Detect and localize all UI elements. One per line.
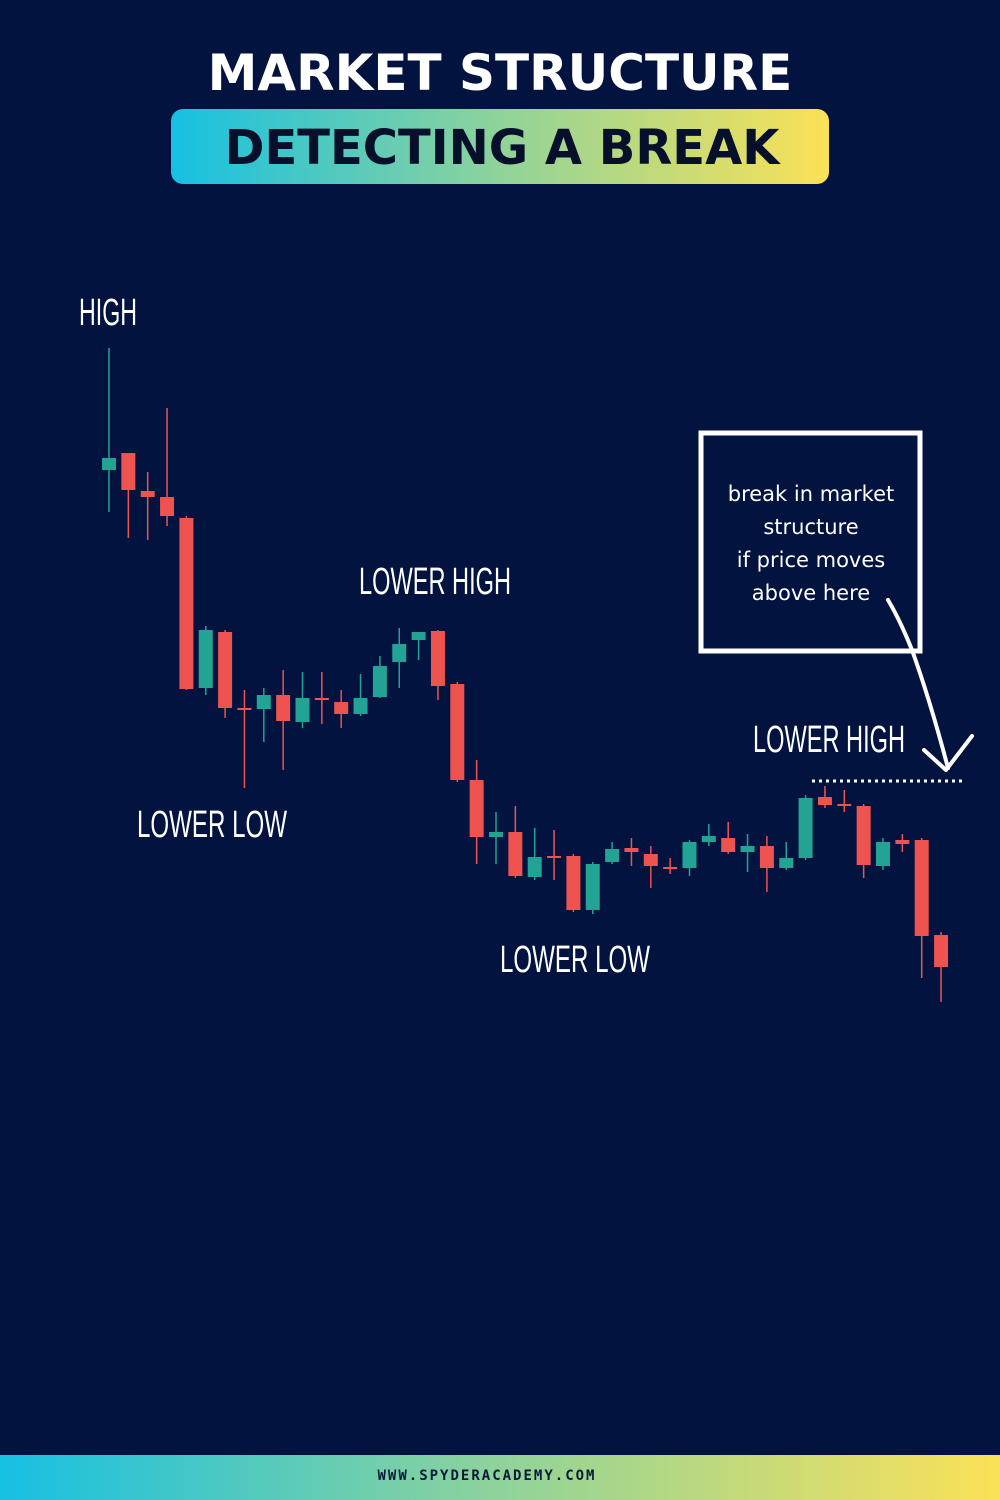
candle-body [508, 832, 523, 876]
annotation: LOWER LOW [500, 939, 650, 981]
candle-body [295, 698, 310, 722]
candle-body [740, 846, 755, 852]
candle-body [334, 702, 349, 714]
candle-body [276, 695, 291, 721]
candle-body [817, 797, 832, 805]
candle-body [779, 858, 794, 868]
candle-body [489, 832, 503, 837]
candle-body [121, 453, 136, 490]
candle-body [701, 836, 716, 842]
candle-body [856, 806, 871, 865]
candle-body [934, 935, 949, 967]
candle-body [663, 867, 678, 869]
candles [102, 348, 949, 1002]
candle-body [527, 857, 542, 877]
annotation: LOWER LOW [137, 804, 287, 846]
candle-body [140, 491, 155, 497]
annotation: LOWER HIGH [359, 561, 511, 603]
footer: WWW.SPYDERACADEMY.COM [377, 1468, 596, 1484]
candle-body [624, 848, 639, 852]
candle-body [102, 458, 116, 470]
candle-body [895, 840, 910, 844]
candle-body [256, 695, 271, 709]
candle-body [160, 497, 175, 516]
candle-body [605, 849, 620, 862]
candle-body [721, 838, 736, 852]
candle-body [914, 840, 929, 936]
note-text: structure [763, 515, 858, 539]
candle-body [837, 804, 852, 806]
candle-body [430, 631, 445, 686]
candle-body [585, 864, 600, 910]
annotation: HIGH [79, 292, 137, 334]
title: MARKET STRUCTURE [208, 44, 793, 102]
annotation: LOWER HIGH [753, 719, 905, 761]
note-text: if price moves [737, 548, 885, 572]
note-box [698, 430, 923, 654]
candle-body [682, 842, 697, 868]
subtitle-banner [171, 109, 829, 184]
subtitle: DETECTING A BREAK [225, 120, 782, 176]
candle-body [179, 518, 194, 689]
candle-body [469, 780, 484, 837]
arrow [886, 598, 950, 770]
candle-body [798, 798, 813, 858]
footer-band [0, 1455, 1000, 1500]
candle-body [411, 632, 426, 640]
candle-body [372, 666, 387, 697]
arrow-head [922, 734, 974, 772]
candle-body [643, 854, 658, 866]
candle-body [353, 698, 368, 714]
candle-body [566, 856, 581, 910]
candle-body [392, 644, 407, 662]
note-text: break in market [728, 482, 894, 506]
candle-body [547, 856, 562, 858]
candle-body [237, 708, 252, 710]
candle-body [198, 630, 213, 688]
candle-body [218, 632, 233, 708]
candle-body [450, 684, 465, 780]
candle-body [876, 842, 890, 866]
note-text: above here [752, 581, 870, 605]
candle-body [759, 846, 774, 868]
candle-body [314, 698, 329, 700]
